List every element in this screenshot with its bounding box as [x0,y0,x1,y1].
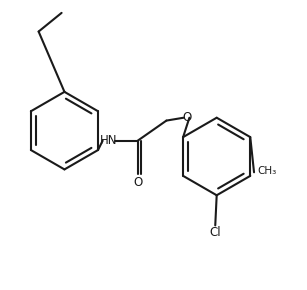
Text: O: O [133,176,142,189]
Text: O: O [182,111,191,124]
Text: HN: HN [100,134,118,147]
Text: CH₃: CH₃ [257,166,276,176]
Text: Cl: Cl [209,226,221,239]
